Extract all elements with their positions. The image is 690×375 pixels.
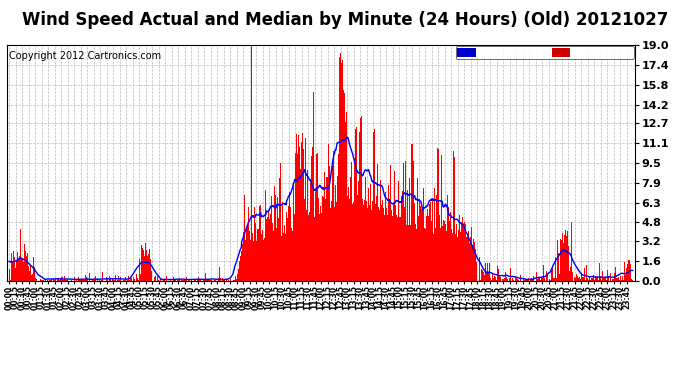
Text: Copyright 2012 Cartronics.com: Copyright 2012 Cartronics.com: [9, 51, 161, 61]
Legend: Median (mph), Wind (mph): Median (mph), Wind (mph): [455, 46, 634, 59]
Text: Wind Speed Actual and Median by Minute (24 Hours) (Old) 20121027: Wind Speed Actual and Median by Minute (…: [22, 11, 668, 29]
